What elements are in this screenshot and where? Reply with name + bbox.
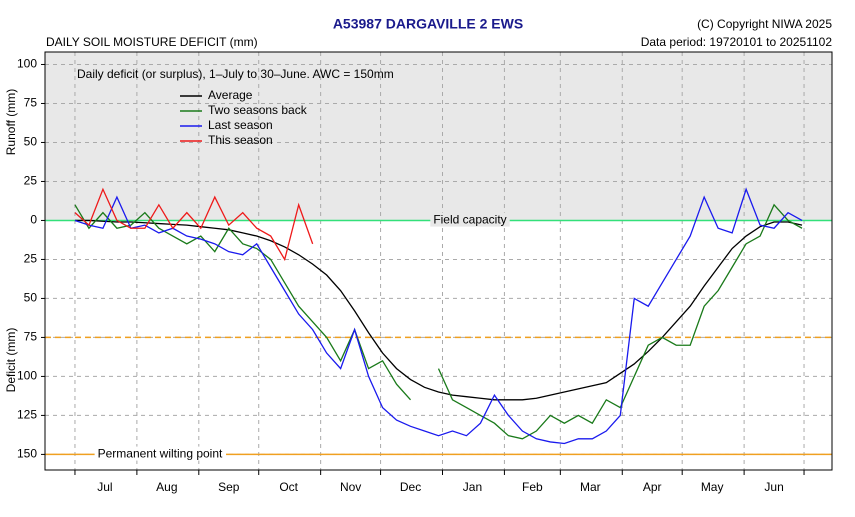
x-tick-label: Apr	[643, 480, 662, 494]
series-line	[74, 219, 803, 401]
y-axis-label: Runoff (mm)	[4, 89, 18, 155]
series-line	[74, 187, 803, 445]
plot-frame	[44, 51, 833, 471]
data-period: Data period: 19720101 to 20251102	[641, 35, 833, 49]
y-tick-label: 25	[24, 252, 38, 266]
y-tick-label: 150	[17, 447, 37, 461]
subtitle: DAILY SOIL MOISTURE DEFICIT (mm)	[46, 35, 258, 49]
x-tick-label: Mar	[580, 480, 601, 494]
y-axis-label: Deficit (mm)	[4, 328, 18, 393]
y-tick-label: 100	[17, 57, 37, 71]
x-tick-label: Oct	[279, 480, 298, 494]
y-tick-label: 100	[17, 369, 37, 383]
y-tick-label: 0	[30, 213, 37, 227]
label-bg	[430, 212, 510, 227]
x-tick-label: Nov	[340, 480, 361, 494]
legend-label: This season	[208, 133, 273, 147]
series-line	[74, 187, 314, 262]
label-bg	[94, 446, 227, 461]
y-tick-label: 50	[24, 291, 38, 305]
annotation: Daily deficit (or surplus), 1–July to 30…	[77, 67, 394, 81]
legend-label: Average	[208, 88, 253, 102]
y-tick-label: 75	[24, 330, 38, 344]
legend-label: Last season	[208, 118, 273, 132]
x-tick-label: Sep	[218, 480, 240, 494]
series-line	[74, 203, 803, 440]
x-tick-label: May	[701, 480, 724, 494]
x-tick-label: Aug	[156, 480, 177, 494]
reference-label: Permanent wilting point	[98, 447, 223, 461]
x-tick-label: Jun	[764, 480, 783, 494]
legend-label: Two seasons back	[208, 103, 308, 117]
runoff-shade	[45, 52, 832, 221]
y-tick-label: 125	[17, 408, 37, 422]
x-tick-label: Jan	[463, 480, 482, 494]
x-tick-label: Feb	[522, 480, 543, 494]
x-tick-label: Dec	[400, 480, 421, 494]
x-tick-label: Jul	[97, 480, 112, 494]
y-tick-label: 75	[24, 96, 38, 110]
y-tick-label: 50	[24, 135, 38, 149]
chart-title: A53987 DARGAVILLE 2 EWS	[333, 16, 523, 32]
reference-label: Field capacity	[433, 213, 506, 227]
copyright: (C) Copyright NIWA 2025	[697, 17, 832, 31]
y-tick-label: 25	[24, 174, 38, 188]
